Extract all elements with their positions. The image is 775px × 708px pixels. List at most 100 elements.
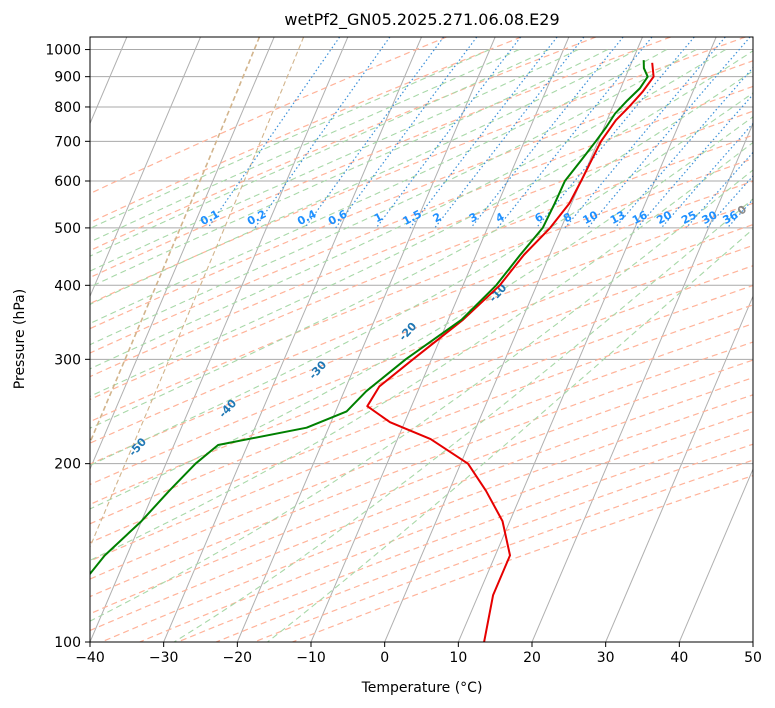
mixing-ratio-label: 0.1 [198, 207, 221, 228]
dry-adiabat [90, 85, 753, 354]
isotherm--20 [236, 37, 496, 642]
dry-adiabat-label: -10 [486, 281, 509, 305]
y-tick-label: 700 [54, 134, 81, 150]
moist-adiabat [90, 141, 753, 562]
isotherm-40 [678, 467, 753, 642]
dry-adiabat [176, 427, 753, 642]
dry-adiabat [90, 110, 753, 378]
moist-adiabat [90, 169, 753, 622]
y-tick-label: 500 [54, 221, 81, 237]
isotherm--60 [90, 37, 201, 298]
mixing-ratio-line [564, 37, 726, 229]
mixing-ratio-line [335, 37, 478, 229]
dry-adiabat [90, 60, 753, 330]
dry-adiabat [90, 284, 753, 544]
mixing-ratio-label: 20 [654, 208, 674, 227]
background-lines [90, 37, 753, 642]
isotherm-50 [752, 640, 753, 642]
dry-adiabat [90, 359, 753, 615]
y-axis-label: Pressure (hPa) [12, 289, 28, 389]
mixing-ratio-line [726, 198, 753, 229]
y-tick-label: 200 [54, 457, 81, 473]
moist-adiabat [90, 49, 638, 305]
mixing-ratio-line [304, 37, 445, 229]
mixing-ratio-label: 25 [679, 208, 699, 227]
x-tick-label: 40 [670, 650, 688, 666]
dry-adiabat [90, 37, 522, 224]
x-axis-ticks: −40 −30 −20 −10 0 10 20 30 40 50 [75, 642, 762, 666]
series-dewpoint [90, 60, 649, 576]
x-tick-label: 30 [597, 650, 615, 666]
x-tick-label: 20 [523, 650, 541, 666]
mixing-ratio-line [636, 93, 753, 229]
moist-adiabat [90, 50, 753, 397]
dry-adiabat [99, 394, 753, 642]
x-tick-label: 10 [449, 650, 467, 666]
moist-adiabat [90, 49, 520, 243]
moist-adiabat [90, 116, 753, 510]
x-tick-label: −20 [223, 650, 253, 666]
moist-adiabat [90, 49, 550, 257]
moist-adiabat [90, 49, 667, 325]
mixing-ratio-line [497, 37, 653, 229]
line-labels: 0.10.20.40.611.52346810131620253036-100-… [36, 203, 749, 498]
mixing-ratio-line [434, 37, 585, 229]
mixing-ratio-label: 13 [608, 208, 628, 227]
moist-adiabat [90, 49, 726, 370]
mixing-ratio-line [470, 37, 624, 229]
x-tick-label: −30 [149, 650, 179, 666]
plot-frame [89, 36, 754, 643]
moist-adiabat [173, 198, 753, 642]
y-tick-label: 1000 [45, 43, 81, 59]
profile-series [90, 60, 655, 642]
moist-adiabat [90, 49, 579, 272]
isotherm-10 [457, 37, 717, 642]
moist-adiabat [267, 228, 753, 642]
y-tick-label: 400 [54, 278, 81, 294]
y-tick-label: 600 [54, 174, 81, 190]
isotherm--50 [90, 37, 275, 471]
saturation-curve [90, 37, 261, 445]
isotherm-0 [384, 37, 643, 642]
chart-title: wetPf2_GN05.2025.271.06.08.E29 [284, 10, 559, 30]
moist-adiabat [90, 70, 753, 429]
mixing-ratio-line [375, 37, 522, 229]
dry-adiabat [90, 341, 753, 598]
dry-adiabat [90, 202, 753, 465]
dry-adiabat [90, 323, 753, 580]
x-tick-label: 50 [744, 650, 762, 666]
y-axis-ticks: 100 200 300 400 500 600 700 800 900 1000 [45, 43, 90, 651]
dry-adiabat-label: -20 [396, 320, 419, 344]
mixing-ratio-label: 1 [372, 210, 385, 225]
mixing-ratio-line [536, 37, 695, 229]
x-tick-label: −40 [75, 650, 105, 666]
isotherm--40 [90, 37, 349, 642]
dry-adiabat-label: -60 [36, 474, 59, 498]
y-tick-label: 800 [54, 100, 81, 116]
moist-adiabat [90, 49, 697, 346]
mixing-ratio-label: 0.6 [326, 207, 350, 228]
isotherm--30 [163, 37, 422, 642]
dry-adiabat [90, 377, 753, 632]
dry-adiabat [214, 443, 753, 642]
dry-adiabat [90, 134, 753, 401]
dry-adiabat-label: -30 [306, 358, 329, 382]
moist-adiabat [90, 49, 608, 288]
mixing-ratio-label: 36 [721, 208, 741, 227]
dry-adiabat-label: -40 [216, 397, 239, 421]
dry-adiabat [90, 37, 671, 279]
x-tick-label: 0 [380, 650, 389, 666]
dry-adiabat [90, 37, 597, 252]
dry-adiabat [90, 223, 753, 486]
mixing-ratio-line [207, 37, 341, 229]
moist-adiabat [90, 49, 491, 230]
mixing-ratio-label: 2 [431, 210, 444, 225]
saturation-curve [90, 37, 305, 549]
dry-adiabat [90, 265, 753, 525]
x-tick-label: −10 [296, 650, 326, 666]
dry-adiabat [138, 410, 753, 642]
isotherm-30 [605, 295, 753, 642]
y-tick-label: 900 [54, 70, 81, 86]
dry-adiabat-label: -50 [126, 435, 149, 459]
